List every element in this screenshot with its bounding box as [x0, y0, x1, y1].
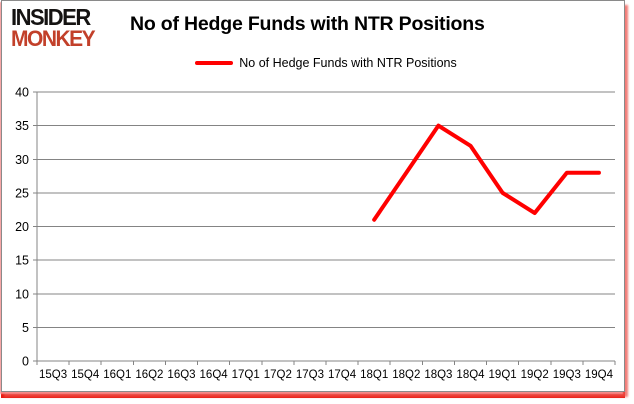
x-tick-label: 16Q3 [167, 369, 195, 381]
y-tick-label: 35 [15, 119, 29, 133]
y-tick-label: 15 [15, 254, 29, 268]
x-tick-label: 15Q4 [71, 369, 100, 381]
legend-label: No of Hedge Funds with NTR Positions [239, 56, 457, 70]
legend-line-swatch [195, 61, 234, 65]
y-tick-label: 5 [22, 321, 29, 335]
y-tick-label: 20 [15, 220, 29, 234]
x-tick-label: 18Q4 [456, 369, 485, 381]
x-tick-label: 16Q1 [103, 369, 131, 381]
y-axis-labels: 0 5 10 15 20 25 30 35 40 [15, 86, 29, 369]
x-tick-label: 19Q4 [585, 369, 614, 381]
x-tick-label: 18Q3 [424, 369, 452, 381]
axes [36, 92, 616, 365]
x-tick-label: 17Q2 [264, 369, 292, 381]
x-tick-label: 15Q3 [39, 369, 67, 381]
logo-text-monkey: MONKEY [11, 26, 96, 51]
x-tick-label: 17Q1 [232, 369, 260, 381]
y-tick-label: 10 [15, 287, 29, 301]
chart-frame [1, 0, 625, 392]
x-tick-label: 18Q1 [360, 369, 388, 381]
series-line [372, 123, 601, 222]
x-tick-label: 16Q2 [135, 369, 163, 381]
y-tick-label: 40 [15, 86, 29, 100]
x-axis-labels: 15Q3 15Q4 16Q1 16Q2 16Q3 16Q4 17Q1 17Q2 17Q3 17Q4… [39, 369, 614, 381]
y-tick-label: 25 [15, 186, 29, 200]
legend: No of Hedge Funds with NTR Positions [37, 55, 615, 71]
x-tick-label: 17Q4 [328, 369, 357, 381]
x-tick-label: 17Q3 [296, 369, 324, 381]
x-tick-label: 18Q2 [392, 369, 420, 381]
insider-monkey-logo: INSIDER MONKEY [11, 3, 126, 51]
x-tick-label: 16Q4 [200, 369, 229, 381]
chart-title: No of Hedge Funds with NTR Positions [130, 13, 485, 35]
x-tick-label: 19Q3 [553, 369, 581, 381]
y-tick-label: 0 [22, 355, 29, 369]
x-tick-label: 19Q2 [521, 369, 549, 381]
y-tick-label: 30 [15, 153, 29, 167]
logo-text-insider: INSIDER [11, 3, 91, 31]
gridlines [33, 91, 615, 362]
x-tick-label: 19Q1 [489, 369, 517, 381]
